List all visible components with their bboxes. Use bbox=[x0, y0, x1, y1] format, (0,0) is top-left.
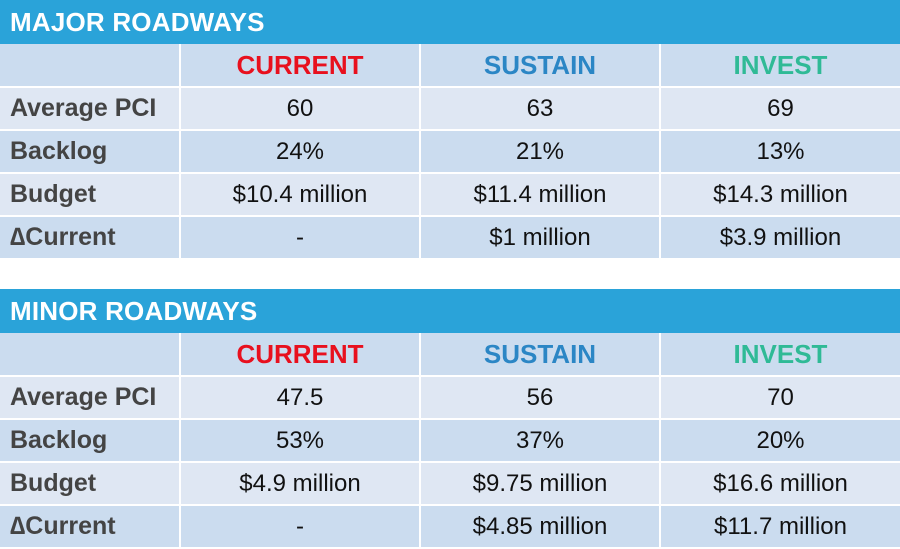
table-row: Average PCI 60 63 69 bbox=[0, 87, 900, 131]
cell-invest: $14.3 million bbox=[660, 173, 900, 217]
cell-invest: 70 bbox=[660, 376, 900, 420]
major-roadways-table: CURRENT SUSTAIN INVEST Average PCI 60 63… bbox=[0, 44, 900, 260]
header-empty-cell bbox=[0, 44, 181, 88]
cell-sustain: $11.4 million bbox=[420, 173, 661, 217]
row-label: Backlog bbox=[0, 130, 181, 174]
cell-sustain: $9.75 million bbox=[420, 462, 661, 506]
cell-current: - bbox=[180, 505, 421, 549]
minor-roadways-section: MINOR ROADWAYS CURRENT SUSTAIN INVEST Av… bbox=[0, 289, 900, 549]
header-current: CURRENT bbox=[180, 44, 421, 88]
row-label: Budget bbox=[0, 173, 181, 217]
cell-invest: $3.9 million bbox=[660, 216, 900, 260]
minor-roadways-table: CURRENT SUSTAIN INVEST Average PCI 47.5 … bbox=[0, 333, 900, 549]
table-row: Backlog 53% 37% 20% bbox=[0, 419, 900, 463]
row-label: ∆Current bbox=[0, 505, 181, 549]
cell-current: 53% bbox=[180, 419, 421, 463]
table-row: Budget $10.4 million $11.4 million $14.3… bbox=[0, 173, 900, 217]
header-empty-cell bbox=[0, 333, 181, 377]
cell-current: - bbox=[180, 216, 421, 260]
cell-current: 60 bbox=[180, 87, 421, 131]
row-label: ∆Current bbox=[0, 216, 181, 260]
table-row: Backlog 24% 21% 13% bbox=[0, 130, 900, 174]
row-label: Average PCI bbox=[0, 87, 181, 131]
table-header-row: CURRENT SUSTAIN INVEST bbox=[0, 333, 900, 377]
header-invest: INVEST bbox=[660, 333, 900, 377]
major-roadways-section: MAJOR ROADWAYS CURRENT SUSTAIN INVEST Av… bbox=[0, 0, 900, 260]
row-label: Budget bbox=[0, 462, 181, 506]
cell-current: $10.4 million bbox=[180, 173, 421, 217]
cell-current: 47.5 bbox=[180, 376, 421, 420]
cell-invest: $11.7 million bbox=[660, 505, 900, 549]
cell-invest: $16.6 million bbox=[660, 462, 900, 506]
header-sustain: SUSTAIN bbox=[420, 333, 661, 377]
cell-sustain: 37% bbox=[420, 419, 661, 463]
minor-roadways-title: MINOR ROADWAYS bbox=[0, 289, 900, 333]
cell-invest: 13% bbox=[660, 130, 900, 174]
cell-invest: 69 bbox=[660, 87, 900, 131]
table-row: ∆Current - $1 million $3.9 million bbox=[0, 216, 900, 260]
cell-current: 24% bbox=[180, 130, 421, 174]
table-row: Budget $4.9 million $9.75 million $16.6 … bbox=[0, 462, 900, 506]
row-label: Average PCI bbox=[0, 376, 181, 420]
table-header-row: CURRENT SUSTAIN INVEST bbox=[0, 44, 900, 88]
cell-sustain: $1 million bbox=[420, 216, 661, 260]
cell-sustain: 63 bbox=[420, 87, 661, 131]
header-sustain: SUSTAIN bbox=[420, 44, 661, 88]
table-row: ∆Current - $4.85 million $11.7 million bbox=[0, 505, 900, 549]
major-roadways-title: MAJOR ROADWAYS bbox=[0, 0, 900, 44]
cell-current: $4.9 million bbox=[180, 462, 421, 506]
header-invest: INVEST bbox=[660, 44, 900, 88]
cell-sustain: 21% bbox=[420, 130, 661, 174]
cell-sustain: 56 bbox=[420, 376, 661, 420]
header-current: CURRENT bbox=[180, 333, 421, 377]
row-label: Backlog bbox=[0, 419, 181, 463]
table-row: Average PCI 47.5 56 70 bbox=[0, 376, 900, 420]
cell-invest: 20% bbox=[660, 419, 900, 463]
cell-sustain: $4.85 million bbox=[420, 505, 661, 549]
